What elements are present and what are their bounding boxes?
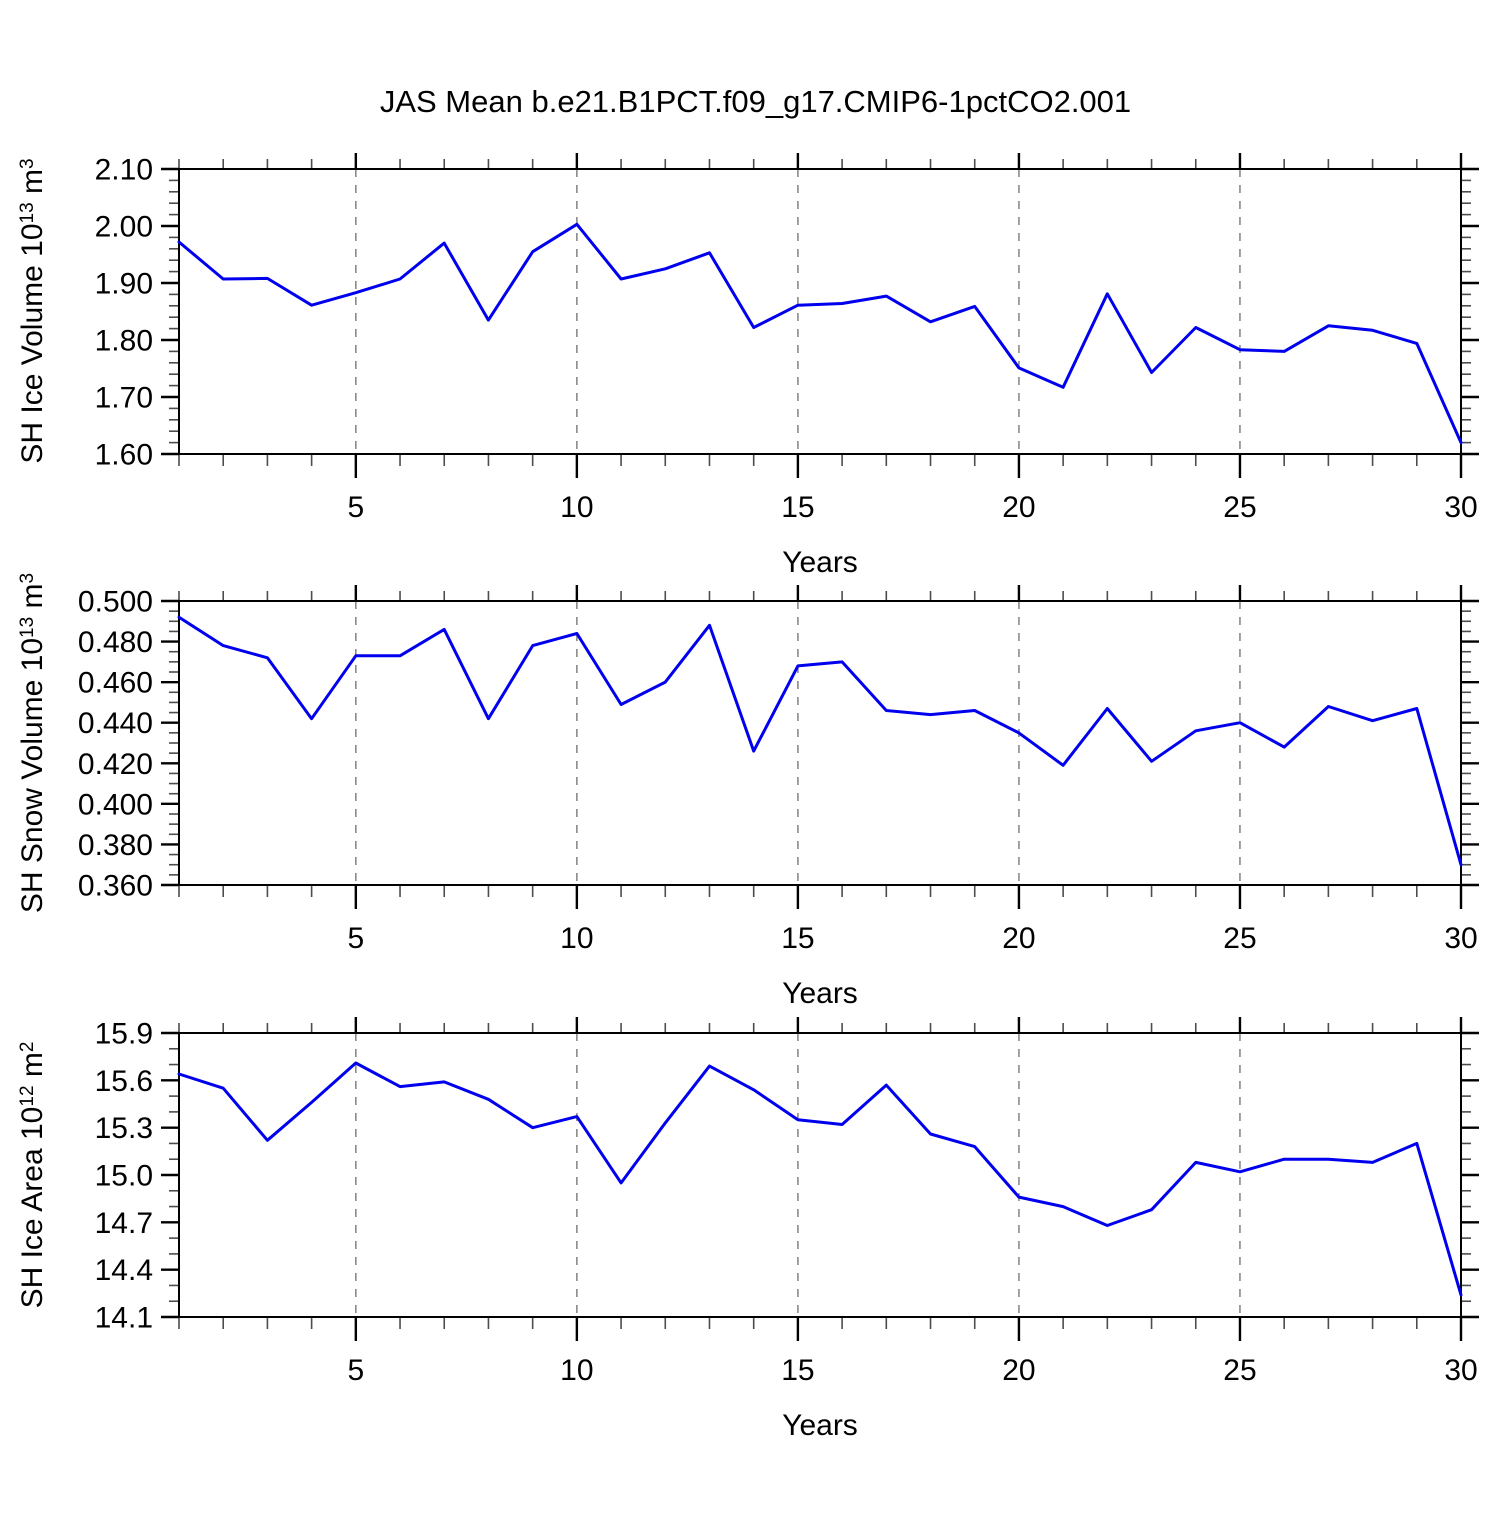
x-tick-label: 5	[347, 922, 364, 955]
y-tick-label: 0.460	[78, 667, 153, 700]
y-tick-label: 1.60	[95, 439, 153, 472]
x-tick-label: 10	[560, 491, 593, 524]
x-tick-label: 20	[1002, 491, 1035, 524]
y-tick-label: 14.7	[95, 1207, 153, 1240]
y-tick-label: 1.90	[95, 268, 153, 301]
y-tick-label: 14.1	[95, 1302, 153, 1335]
plot-box	[178, 1032, 1462, 1318]
x-tick-label: 30	[1444, 1354, 1477, 1387]
x-tick-label: 5	[347, 1354, 364, 1387]
x-tick-label: 25	[1223, 922, 1256, 955]
y-tick-label: 0.360	[78, 870, 153, 903]
y-tick-label: 0.400	[78, 788, 153, 821]
y-tick-label: 2.10	[95, 154, 153, 187]
x-tick-label: 15	[781, 1354, 814, 1387]
sh-snow-volume-line	[177, 615, 1463, 867]
x-tick-label: 10	[560, 922, 593, 955]
y-tick-label: 2.00	[95, 211, 153, 244]
x-tick-label: 25	[1223, 1354, 1256, 1387]
x-tick-label: 10	[560, 1354, 593, 1387]
y-tick-label: 0.480	[78, 626, 153, 659]
y-tick-label: 1.70	[95, 382, 153, 415]
x-tick-label: 20	[1002, 1354, 1035, 1387]
y-tick-label: 15.9	[95, 1018, 153, 1051]
y-tick-label: 1.80	[95, 325, 153, 358]
y-tick-label: 0.420	[78, 748, 153, 781]
sh-ice-volume-line	[177, 222, 1463, 445]
y-tick-label: 15.6	[95, 1065, 153, 1098]
x-tick-label: 15	[781, 922, 814, 955]
x-tick-label: 30	[1444, 491, 1477, 524]
y-tick-label: 15.3	[95, 1112, 153, 1145]
y-tick-label: 0.500	[78, 586, 153, 619]
y-tick-label: 0.380	[78, 829, 153, 862]
y-tick-label: 0.440	[78, 707, 153, 740]
x-tick-label: 30	[1444, 922, 1477, 955]
x-tick-label: 25	[1223, 491, 1256, 524]
x-axis-label: Years	[782, 1409, 858, 1442]
sh-ice-area-line	[177, 1061, 1463, 1297]
plot-box	[178, 168, 1462, 455]
y-tick-label: 15.0	[95, 1160, 153, 1193]
chart-title: JAS Mean b.e21.B1PCT.f09_g17.CMIP6-1pctC…	[379, 84, 1132, 119]
plot-box	[178, 600, 1462, 886]
x-tick-label: 20	[1002, 922, 1035, 955]
x-tick-label: 15	[781, 491, 814, 524]
x-axis-label: Years	[782, 977, 858, 1010]
y-tick-label: 14.4	[95, 1254, 153, 1287]
x-axis-label: Years	[782, 546, 858, 579]
x-tick-label: 5	[347, 491, 364, 524]
